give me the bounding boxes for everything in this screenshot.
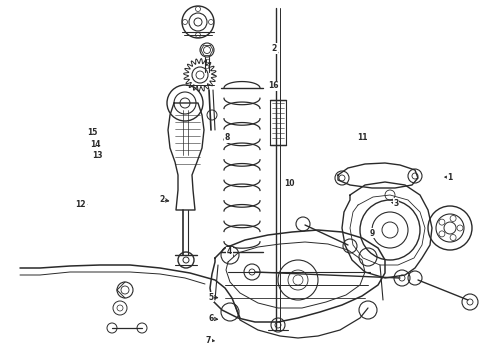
Text: 10: 10 bbox=[284, 179, 294, 188]
Text: 7: 7 bbox=[206, 336, 211, 345]
Text: 9: 9 bbox=[370, 229, 375, 238]
Text: 4: 4 bbox=[227, 247, 232, 256]
Text: 6: 6 bbox=[208, 314, 213, 323]
Text: 2: 2 bbox=[159, 195, 164, 204]
Text: 8: 8 bbox=[224, 133, 229, 142]
Text: 11: 11 bbox=[357, 133, 368, 142]
Bar bbox=[270, 100, 286, 145]
Text: 14: 14 bbox=[90, 140, 101, 149]
Text: 1: 1 bbox=[447, 173, 452, 181]
Text: 5: 5 bbox=[208, 292, 213, 302]
Text: 12: 12 bbox=[75, 200, 86, 209]
Text: 13: 13 bbox=[92, 151, 102, 160]
Text: 16: 16 bbox=[268, 81, 278, 90]
Text: 15: 15 bbox=[87, 128, 98, 136]
Text: 3: 3 bbox=[393, 199, 398, 208]
Text: 2: 2 bbox=[272, 44, 277, 53]
